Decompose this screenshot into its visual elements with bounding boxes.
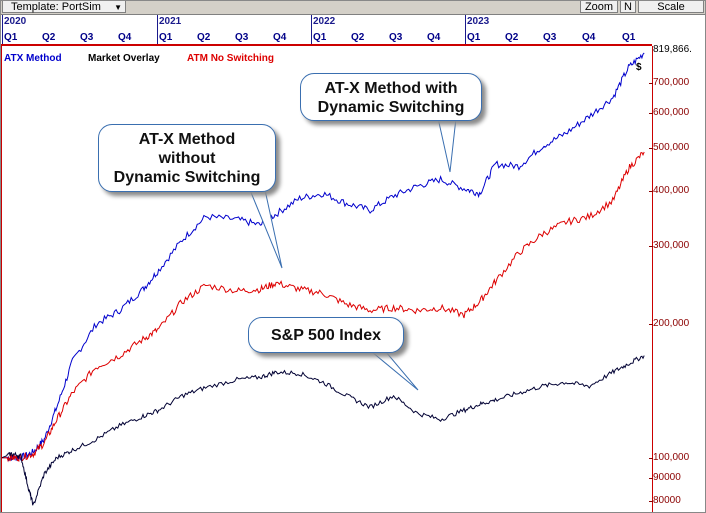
quarter-label: Q4 [273,32,287,43]
chart-plot [1,52,645,506]
callout-with-switching: AT-X Method with Dynamic Switching [300,73,482,121]
quarter-label: Q2 [505,32,519,43]
value-axis-tick [649,190,653,192]
atx-method-line [2,52,645,462]
quarter-label: Q1 [622,32,636,43]
quarter-label: Q4 [582,32,596,43]
quarter-label: Q3 [235,32,249,43]
callout-line: AT-X Method [138,131,236,148]
callout-line: S&P 500 Index [271,327,381,344]
callout-line: AT-X Method with [324,80,458,97]
atm-no-switching-line [2,151,645,463]
callout-without-switching: AT-X Method without Dynamic Switching [98,124,276,192]
callout-sp500: S&P 500 Index [248,317,404,353]
value-axis-label: 600,000 [653,107,690,118]
quarter-label: Q2 [42,32,56,43]
value-axis-label: 400,000 [653,184,690,196]
quarter-label: Q2 [351,32,365,43]
time-axis: 2020 2021 2022 2023 Q1 Q2 Q3 Q4 Q1 Q2 Q3… [0,15,706,45]
value-axis-label: 200,000 [653,318,690,330]
quarter-label: Q3 [389,32,403,43]
value-axis-tick [649,83,653,85]
value-axis-label: 700,000 [653,77,690,89]
quarter-label: Q3 [80,32,94,43]
scale-button[interactable]: Scale [638,0,704,13]
quarter-label: Q1 [467,32,481,43]
value-axis-label: 300,000 [653,240,690,252]
sp500-line [1,355,645,506]
template-label: Template: PortSim [11,1,101,13]
quarter-label: Q2 [197,32,211,43]
value-axis-tick [649,477,653,479]
value-axis-tick [649,246,653,248]
year-label-2020: 2020 [4,16,27,27]
quarter-label: Q1 [313,32,327,43]
callout-line: Dynamic Switching [317,99,465,116]
template-dropdown[interactable]: Template: PortSim ▼ [2,0,126,13]
value-axis-label: 90000 [653,471,681,483]
year-label-2023: 2023 [467,16,490,27]
quarter-label: Q4 [118,32,132,43]
value-axis-label: 100,000 [653,451,690,463]
callout-line: without [158,150,216,167]
chart-toolbar: Template: PortSim ▼ Zoom N Scale [0,0,706,15]
quarter-label: Q3 [543,32,557,43]
year-label-2021: 2021 [159,16,182,27]
last-value-label: 819,866. [653,44,692,55]
dollar-marker: $ [636,62,642,73]
value-axis-label: 80000 [653,494,681,506]
value-axis [652,46,706,513]
legend-atx-method: ATX Method [4,53,62,64]
value-axis-tick [649,500,653,502]
year-label-2022: 2022 [313,16,336,27]
value-axis-label: 500,000 [653,142,690,154]
callout-line: Dynamic Switching [113,169,261,186]
quarter-label: Q4 [427,32,441,43]
legend-atm-no-switching: ATM No Switching [187,53,275,64]
quarter-label: Q1 [4,32,18,43]
plot-left-border [0,44,2,513]
legend-market-overlay: Market Overlay [88,53,160,64]
value-axis-tick [649,324,653,326]
plot-top-border [0,44,652,46]
value-axis-tick [649,457,653,459]
value-axis-tick [649,148,653,150]
quarter-label: Q1 [159,32,173,43]
value-axis-tick [649,113,653,114]
chevron-down-icon: ▼ [114,3,122,12]
